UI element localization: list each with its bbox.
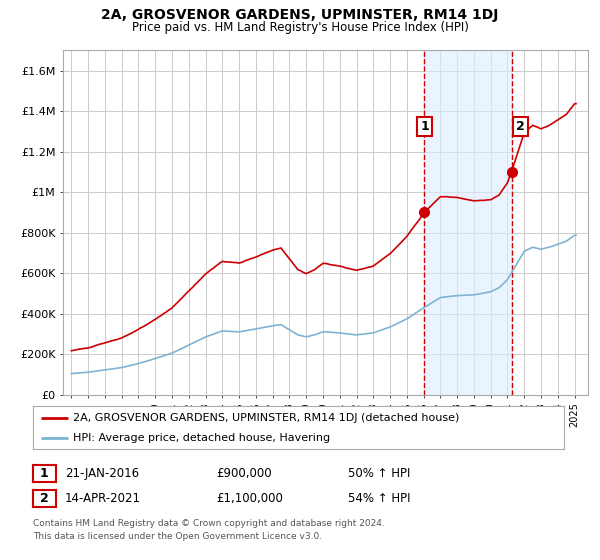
Text: £1,100,000: £1,100,000 [216,492,283,505]
Text: £900,000: £900,000 [216,466,272,480]
Text: HPI: Average price, detached house, Havering: HPI: Average price, detached house, Have… [73,433,330,444]
Text: 2: 2 [516,120,525,133]
Text: 2: 2 [40,492,49,505]
Text: 14-APR-2021: 14-APR-2021 [65,492,141,505]
Text: Price paid vs. HM Land Registry's House Price Index (HPI): Price paid vs. HM Land Registry's House … [131,21,469,34]
Text: 21-JAN-2016: 21-JAN-2016 [65,466,139,480]
Text: 2A, GROSVENOR GARDENS, UPMINSTER, RM14 1DJ: 2A, GROSVENOR GARDENS, UPMINSTER, RM14 1… [101,8,499,22]
Text: 1: 1 [40,466,49,480]
Text: 50% ↑ HPI: 50% ↑ HPI [348,466,410,480]
Text: 54% ↑ HPI: 54% ↑ HPI [348,492,410,505]
Text: This data is licensed under the Open Government Licence v3.0.: This data is licensed under the Open Gov… [33,532,322,541]
Bar [424,50,512,395]
Text: 2A, GROSVENOR GARDENS, UPMINSTER, RM14 1DJ (detached house): 2A, GROSVENOR GARDENS, UPMINSTER, RM14 1… [73,413,459,423]
Text: 1: 1 [420,120,429,133]
Text: Contains HM Land Registry data © Crown copyright and database right 2024.: Contains HM Land Registry data © Crown c… [33,519,385,528]
